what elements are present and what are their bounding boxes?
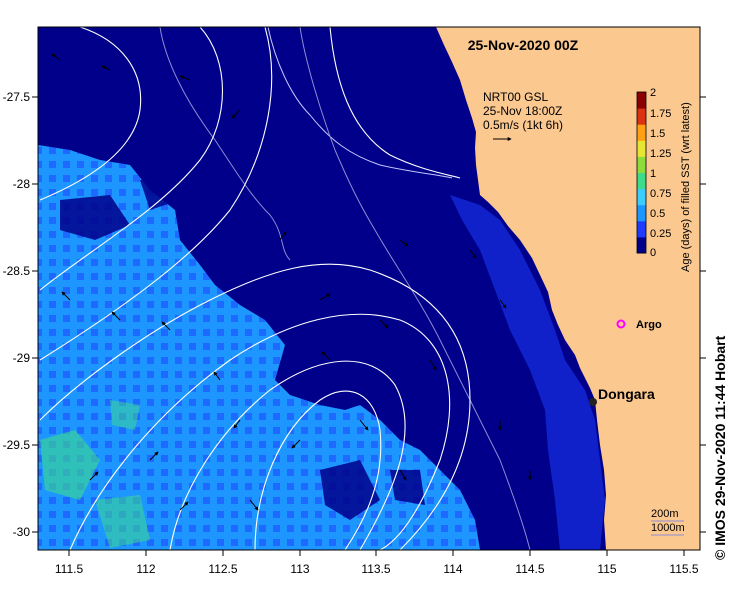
sst-age-dark-patch [140,175,180,210]
current-legend: NRT00 GSL 25-Nov 18:00Z 0.5m/s (1kt 6h) [483,90,563,141]
colorbar-tick-label: 0 [650,247,656,259]
lat-tick-label: -29 [13,351,31,365]
lat-tick-label: -29.5 [3,438,31,452]
dongara-marker[interactable] [589,398,597,406]
isobath-label-1000m: 1000m [651,522,685,534]
sst-age-coastal-strip [450,195,605,550]
sea-level-contours [39,27,471,550]
lon-tick-label: 115.5 [669,562,698,576]
lon-tick-label: 114.5 [515,562,544,576]
current-vectors [51,53,532,511]
colorbar-tick-label: 1 [650,168,656,180]
lon-tick-label: 114 [443,562,462,576]
map-title: 25-Nov-2020 00Z [468,37,579,53]
land-mass [436,27,700,550]
colorbar-tick-label: 0.5 [650,208,665,220]
lon-tick-label: 112 [136,562,155,576]
colorbar-swatch [637,156,646,173]
lat-tick-label: -30 [13,525,31,539]
lon-tick-label: 115 [597,562,616,576]
sst-age-green-patch [110,400,140,430]
lat-axis: -27.5 -28 -28.5 -29 -29.5 -30 [3,90,706,539]
isobath-shelf [159,27,291,261]
current-legend-line: NRT00 GSL [483,90,548,104]
argo-label: Argo [636,319,662,331]
colorbar-tick-label: 1.5 [650,128,665,140]
isobath-200m [267,27,453,179]
colorbar-swatch [637,140,646,157]
place-dongara[interactable]: Dongara [589,386,655,406]
lon-tick-label: 113 [290,562,309,576]
sst-age-green-patch [40,430,100,500]
lon-tick-label: 113.5 [361,562,390,576]
lat-tick-label: -28.5 [3,264,31,278]
colorbar-tick-label: 0.75 [650,188,671,200]
credit-label: © IMOS 29-Nov-2020 11:44 Hobart [712,335,728,560]
colorbar-title: Age (days) of filled SST (wrt latest) [680,102,692,272]
sst-age-speckle [38,145,480,550]
colorbar-swatch [637,124,646,141]
colorbar-swatch [637,204,646,222]
plot-frame [37,26,701,551]
dongara-label: Dongara [598,386,655,402]
current-legend-line: 25-Nov 18:00Z [483,104,562,118]
colorbar-frame [636,91,647,254]
lon-axis: 111.5 112 112.5 113 113.5 114 114.5 115 … [55,550,699,576]
lat-tick-label: -27.5 [3,90,31,104]
colorbar-tick-label: 2 [650,87,656,99]
lon-tick-label: 111.5 [55,562,84,576]
sst-age-dark-patch [320,460,380,520]
colorbar-swatch [637,236,646,254]
place-argo[interactable]: Argo [616,319,662,331]
colorbar: 2 1.75 1.5 1.25 1 0.75 0.5 0.25 0 Age (d… [636,87,692,272]
current-legend-line: 0.5m/s (1kt 6h) [483,118,563,132]
colorbar-swatch [637,188,646,206]
colorbar-swatch [637,92,646,109]
argo-marker[interactable] [616,319,626,329]
colorbar-swatches [637,92,646,254]
isobath-1000m [299,27,531,550]
colorbar-swatch [637,172,646,190]
lon-tick-label: 112.5 [208,562,237,576]
isobath-legend: 200m 1000m [651,508,685,536]
colorbar-tick-label: 1.75 [650,108,671,120]
colorbar-tick-label: 1.25 [650,148,671,160]
sst-age-green-patch [95,495,150,548]
isobath-label-200m: 200m [651,508,679,520]
colorbar-tick-label: 0.25 [650,228,671,240]
sst-age-dark-patch [60,195,130,240]
lat-tick-label: -28 [13,177,31,191]
colorbar-swatch [637,108,646,125]
colorbar-swatch [637,220,646,238]
sst-age-dark-patch [390,470,425,505]
